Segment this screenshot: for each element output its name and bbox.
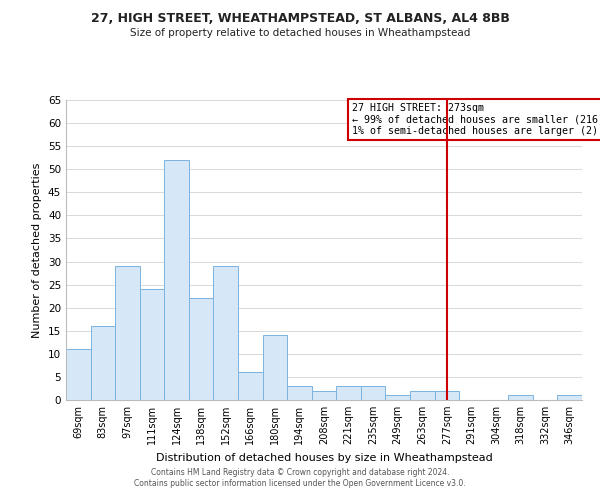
Text: 27, HIGH STREET, WHEATHAMPSTEAD, ST ALBANS, AL4 8BB: 27, HIGH STREET, WHEATHAMPSTEAD, ST ALBA…: [91, 12, 509, 26]
Text: Contains HM Land Registry data © Crown copyright and database right 2024.
Contai: Contains HM Land Registry data © Crown c…: [134, 468, 466, 487]
Bar: [91, 326, 115, 400]
Bar: [164, 160, 189, 400]
Bar: [189, 298, 214, 400]
Bar: [238, 372, 263, 400]
Bar: [115, 266, 140, 400]
X-axis label: Distribution of detached houses by size in Wheathampstead: Distribution of detached houses by size …: [155, 452, 493, 462]
Bar: [312, 391, 336, 400]
Y-axis label: Number of detached properties: Number of detached properties: [32, 162, 43, 338]
Bar: [336, 386, 361, 400]
Bar: [287, 386, 312, 400]
Bar: [214, 266, 238, 400]
Text: 27 HIGH STREET: 273sqm
← 99% of detached houses are smaller (216)
1% of semi-det: 27 HIGH STREET: 273sqm ← 99% of detached…: [352, 103, 600, 136]
Text: Size of property relative to detached houses in Wheathampstead: Size of property relative to detached ho…: [130, 28, 470, 38]
Bar: [140, 289, 164, 400]
Bar: [557, 396, 582, 400]
Bar: [508, 396, 533, 400]
Bar: [263, 336, 287, 400]
Bar: [66, 349, 91, 400]
Bar: [385, 396, 410, 400]
Bar: [361, 386, 385, 400]
Bar: [434, 391, 459, 400]
Bar: [410, 391, 434, 400]
